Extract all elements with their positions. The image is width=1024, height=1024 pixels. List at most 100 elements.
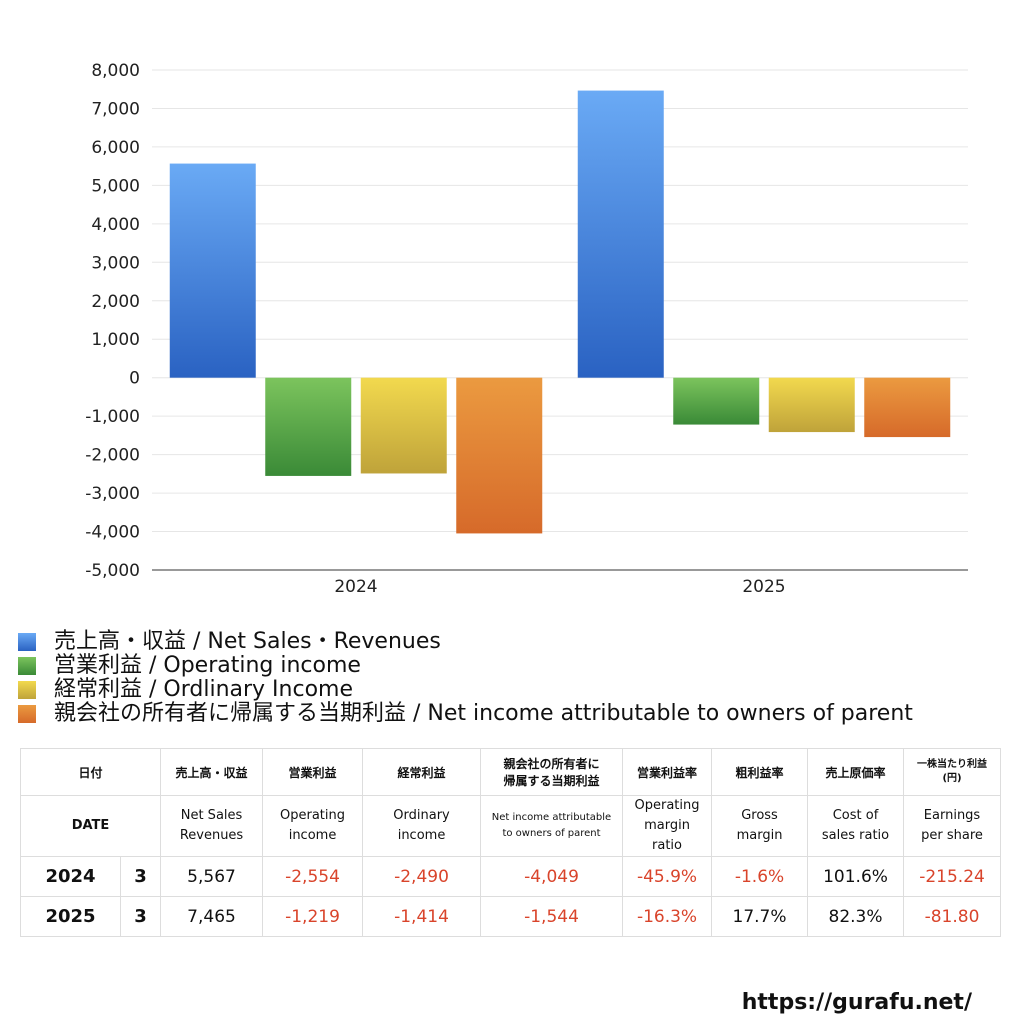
y-tick-label: 7,000 (91, 99, 140, 119)
legend-item-operating: 営業利益 / Operating income (18, 654, 1018, 678)
header-gross-en: Gross margin (711, 795, 809, 857)
cell-gross: 17.7% (711, 896, 809, 937)
y-tick-label: 2,000 (91, 292, 140, 312)
axes: 8,000 7,000 6,000 5,000 4,000 3,000 2,000 1,000… (85, 61, 968, 597)
header-net-en-line1: Net income attributable (491, 812, 612, 823)
legend-swatch-ordinary (18, 681, 36, 699)
cell-gross: -1.6% (711, 856, 809, 897)
y-tick-label: -2,000 (85, 446, 140, 466)
y-tick-label: -1,000 (85, 407, 140, 427)
header-operating-en-line1: Operating (280, 808, 346, 823)
header-sales-en-line2: Revenues (179, 828, 244, 843)
header-op-margin-en-line3: ratio (652, 838, 682, 853)
cell-net: -1,544 (480, 896, 624, 937)
y-tick-label: -3,000 (85, 484, 140, 504)
y-tick-label: 0 (129, 369, 140, 389)
header-gross-jp: 粗利益率 (711, 748, 809, 796)
bar-operating-2024 (265, 377, 352, 476)
y-tick-label: 4,000 (91, 215, 140, 235)
cell-cost: 101.6% (807, 856, 905, 897)
y-tick-label: -5,000 (85, 561, 140, 581)
gridlines (152, 69, 968, 571)
header-eps-jp: 一株当たり利益 (円) (903, 748, 1002, 796)
cell-month: 3 (119, 856, 162, 897)
header-operating-jp: 営業利益 (262, 748, 364, 796)
header-date-jp: 日付 (19, 748, 162, 796)
cell-op-margin: -16.3% (622, 896, 713, 937)
header-sales-jp: 売上高・収益 (160, 748, 264, 796)
cell-sales: 5,567 (160, 856, 264, 897)
header-cost-jp: 売上原価率 (807, 748, 905, 796)
cell-operating: -1,219 (262, 896, 364, 937)
bar-ordinary-2024 (360, 377, 447, 474)
table-row: 2025 3 7,465 -1,219 -1,414 -1,544 -16.3%… (20, 896, 1002, 937)
legend: 売上高・収益 / Net Sales・Revenues 営業利益 / Opera… (18, 630, 1018, 726)
legend-label-net: 親会社の所有者に帰属する当期利益 / Net income attributab… (54, 701, 913, 726)
header-eps-jp-line1: 一株当たり利益 (917, 759, 988, 770)
header-eps-jp-line2: (円) (942, 773, 962, 784)
header-net-jp-line2: 帰属する当期利益 (503, 774, 600, 788)
financial-table: 日付 売上高・収益 営業利益 経常利益 親会社の所有者に 帰属する当期利益 営業… (19, 748, 1002, 937)
y-tick-label: -4,000 (85, 523, 140, 543)
header-cost-en-line1: Cost of (832, 808, 879, 823)
legend-item-net: 親会社の所有者に帰属する当期利益 / Net income attributab… (18, 702, 1018, 726)
header-ordinary-en-line2: income (397, 828, 446, 843)
cell-ordinary: -2,490 (362, 856, 482, 897)
cell-operating: -2,554 (262, 856, 364, 897)
cell-year: 2024 (20, 856, 121, 897)
table-row: 2024 3 5,567 -2,554 -2,490 -4,049 -45.9%… (20, 856, 1002, 897)
bar-sales-2024 (169, 163, 256, 378)
bar-net-2025 (864, 377, 951, 438)
y-tick-label: 5,000 (91, 176, 140, 196)
cell-year: 2025 (20, 896, 121, 937)
header-operating-en: Operating income (262, 795, 364, 857)
legend-swatch-net (18, 705, 36, 723)
bar-ordinary-2025 (768, 377, 855, 433)
legend-swatch-sales (18, 633, 36, 651)
header-op-margin-en-line2: margin (644, 818, 690, 833)
cell-eps: -215.24 (903, 856, 1002, 897)
cell-sales: 7,465 (160, 896, 264, 937)
header-net-jp-line1: 親会社の所有者に (503, 757, 600, 771)
legend-label-operating: 営業利益 / Operating income (54, 653, 361, 678)
header-cost-en-line2: sales ratio (821, 828, 890, 843)
header-ordinary-en-line1: Ordinary (393, 808, 450, 823)
header-gross-en-line1: Gross (741, 808, 778, 823)
bars (169, 90, 951, 534)
x-tick-label: 2024 (334, 577, 377, 597)
y-tick-label: 8,000 (91, 61, 140, 81)
header-op-margin-jp: 営業利益率 (622, 748, 713, 796)
cell-cost: 82.3% (807, 896, 905, 937)
bar-net-2024 (456, 377, 543, 534)
cell-op-margin: -45.9% (622, 856, 713, 897)
table-header-jp: 日付 売上高・収益 営業利益 経常利益 親会社の所有者に 帰属する当期利益 営業… (19, 748, 1002, 796)
header-sales-en: Net Sales Revenues (160, 795, 264, 857)
x-tick-label: 2025 (742, 577, 785, 597)
header-ordinary-jp: 経常利益 (362, 748, 482, 796)
y-tick-label: 1,000 (91, 330, 140, 350)
header-date-en: DATE (19, 795, 162, 857)
header-eps-en-line2: per share (921, 828, 983, 843)
bar-sales-2025 (577, 90, 664, 378)
cell-net: -4,049 (480, 856, 624, 897)
legend-label-sales: 売上高・収益 / Net Sales・Revenues (54, 629, 441, 654)
bar-chart: 8,000 7,000 6,000 5,000 4,000 3,000 2,000 1,000… (85, 61, 968, 597)
bar-operating-2025 (673, 377, 760, 425)
cell-ordinary: -1,414 (362, 896, 482, 937)
y-tick-label: 3,000 (91, 253, 140, 273)
cell-month: 3 (119, 896, 162, 937)
cell-eps: -81.80 (903, 896, 1002, 937)
legend-item-ordinary: 経常利益 / Ordlinary Income (18, 678, 1018, 702)
header-operating-en-line2: income (288, 828, 337, 843)
header-op-margin-en: Operating margin ratio (622, 795, 713, 857)
header-net-en-line2: to owners of parent (502, 828, 601, 839)
y-tick-label: 6,000 (91, 138, 140, 158)
header-eps-en: Earnings per share (903, 795, 1002, 857)
header-sales-en-line1: Net Sales (180, 808, 243, 823)
header-net-en: Net income attributable to owners of par… (480, 795, 624, 857)
header-gross-en-line2: margin (736, 828, 783, 843)
header-net-jp: 親会社の所有者に 帰属する当期利益 (480, 748, 624, 796)
header-ordinary-en: Ordinary income (362, 795, 482, 857)
header-cost-en: Cost of sales ratio (807, 795, 905, 857)
site-url: https://gurafu.net/ (741, 990, 972, 1015)
